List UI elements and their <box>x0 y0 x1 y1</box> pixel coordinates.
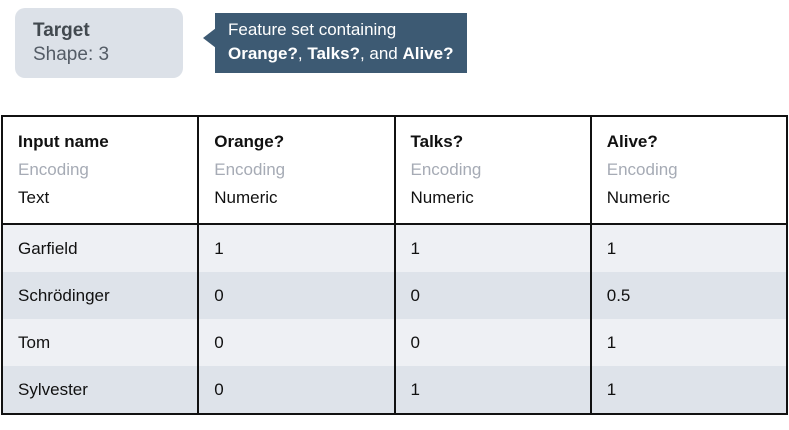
value-cell: 0 <box>197 272 396 319</box>
value-cell: 0 <box>197 366 396 415</box>
row-name-cell: Garfield <box>0 224 200 272</box>
feature-set-tooltip: Feature set containing Orange?, Talks?, a… <box>203 13 467 73</box>
table-row-garfield: Garfield 1 1 1 <box>0 224 789 272</box>
value-cell: 0.5 <box>589 272 789 319</box>
row-name-cell: Sylvester <box>0 366 200 415</box>
tooltip-arrow-icon <box>203 28 216 48</box>
table-row-sylvester: Sylvester 0 1 1 <box>0 366 789 415</box>
tooltip-feature-alive: Alive? <box>402 44 454 63</box>
value-cell: 1 <box>393 224 592 272</box>
target-badge-title: Target <box>33 20 90 41</box>
column-name: Orange? <box>214 132 285 151</box>
row-name-cell: Schrödinger <box>0 272 200 319</box>
value-cell: 1 <box>589 366 789 415</box>
tooltip-feature-orange: Orange? <box>228 44 298 63</box>
tooltip-separator: , <box>297 44 308 63</box>
value-cell: 1 <box>589 319 789 366</box>
table-header-row: Input name Encoding Text Orange? Encodin… <box>0 115 789 225</box>
column-name: Alive? <box>606 132 658 151</box>
encoding-type: Numeric <box>606 188 671 207</box>
encoding-label: Encoding <box>214 160 286 179</box>
column-header-talks: Talks? Encoding Numeric <box>393 115 592 225</box>
column-name: Input name <box>18 132 109 151</box>
tooltip-intro-text: Feature set containing <box>228 20 397 39</box>
column-header-alive: Alive? Encoding Numeric <box>589 115 789 225</box>
feature-table: Input name Encoding Text Orange? Encodin… <box>0 115 789 415</box>
column-header-input-name: Input name Encoding Text <box>0 115 200 225</box>
value-cell: 1 <box>393 366 592 415</box>
table-row-tom: Tom 0 0 1 <box>0 319 789 366</box>
encoding-type: Numeric <box>410 188 474 207</box>
tooltip-separator: , and <box>359 44 403 63</box>
value-cell: 0 <box>393 272 592 319</box>
encoding-type: Numeric <box>214 188 278 207</box>
table-row-schrodinger: Schrödinger 0 0 0.5 <box>0 272 789 319</box>
target-badge: Target Shape: 3 <box>15 8 183 78</box>
encoding-label: Encoding <box>18 160 89 179</box>
value-cell: 1 <box>197 224 396 272</box>
value-cell: 0 <box>197 319 396 366</box>
column-name: Talks? <box>410 132 464 151</box>
row-name-cell: Tom <box>0 319 200 366</box>
value-cell: 1 <box>589 224 789 272</box>
encoding-label: Encoding <box>606 160 678 179</box>
tooltip-feature-talks: Talks? <box>307 44 360 63</box>
encoding-type: Text <box>18 188 50 207</box>
value-cell: 0 <box>393 319 592 366</box>
column-header-orange: Orange? Encoding Numeric <box>197 115 396 225</box>
encoding-label: Encoding <box>410 160 482 179</box>
target-badge-shape: Shape: 3 <box>33 44 110 65</box>
